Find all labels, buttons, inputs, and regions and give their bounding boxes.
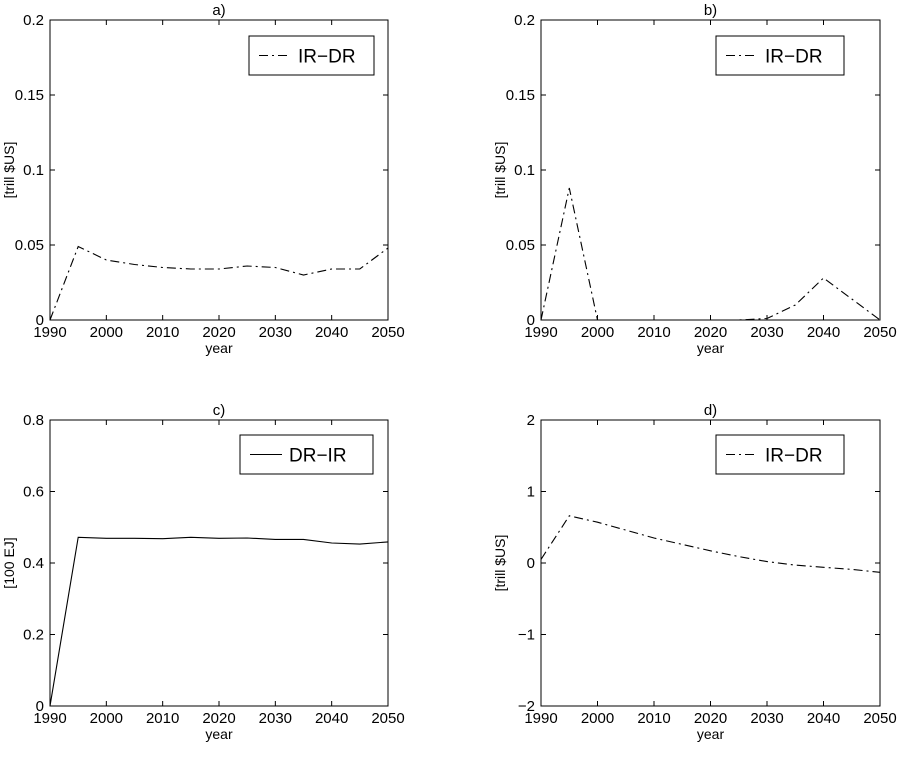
series-line bbox=[540, 187, 881, 321]
legend-label: IR−DR bbox=[765, 47, 823, 68]
x-tick-label: 2010 bbox=[637, 324, 670, 341]
x-tick-label: 2020 bbox=[694, 324, 727, 341]
y-axis-label: [trill $US] bbox=[1, 142, 17, 199]
series-line bbox=[49, 245, 389, 321]
y-tick-label: 0.05 bbox=[506, 237, 535, 254]
x-tick-label: 2030 bbox=[750, 324, 783, 341]
panel-title: d) bbox=[704, 402, 717, 419]
y-tick-label: 0 bbox=[36, 698, 44, 715]
legend-label: DR−IR bbox=[289, 446, 347, 467]
y-tick-label: 0.8 bbox=[23, 412, 44, 429]
y-tick-label: 0.05 bbox=[15, 237, 44, 254]
x-tick-label: 2000 bbox=[581, 324, 614, 341]
y-tick-label: 1 bbox=[527, 484, 535, 501]
x-tick-label: 2040 bbox=[315, 710, 348, 727]
x-tick-label: 2030 bbox=[259, 710, 292, 727]
panel-title: c) bbox=[213, 402, 226, 419]
y-tick-label: 0.6 bbox=[23, 484, 44, 501]
panel-a: 1990 2000 2010 2020 2030 2040 2050 0 0.05 0.1 0.15… bbox=[1, 2, 405, 356]
x-tick-label: 2050 bbox=[863, 324, 896, 341]
legend-box bbox=[715, 434, 845, 475]
x-tick-label: 2030 bbox=[750, 710, 783, 727]
series-line bbox=[540, 515, 881, 573]
y-tick-label: −2 bbox=[518, 698, 535, 715]
x-axis-label: year bbox=[205, 340, 233, 356]
y-tick-label: 0 bbox=[36, 312, 44, 329]
x-tick-label: 2020 bbox=[202, 710, 235, 727]
legend-label: IR−DR bbox=[298, 47, 356, 68]
y-tick-label: 0.1 bbox=[23, 162, 44, 179]
x-axis-label: year bbox=[697, 726, 725, 742]
y-tick-label: 0.2 bbox=[23, 627, 44, 644]
x-tick-label: 2040 bbox=[315, 324, 348, 341]
x-axis-label: year bbox=[697, 340, 725, 356]
y-tick-label: 0.1 bbox=[514, 162, 535, 179]
panel-c: 1990 2000 2010 2020 2030 2040 2050 0 0.2 0.4 0.6 0.… bbox=[1, 402, 405, 742]
panel-d: 1990 2000 2010 2020 2030 2040 2050 −2 −1 0 1 2 d) yea… bbox=[492, 402, 897, 742]
x-tick-label: 2040 bbox=[807, 324, 840, 341]
x-tick-label: 2050 bbox=[371, 324, 404, 341]
x-tick-label: 1990 bbox=[33, 324, 66, 341]
y-tick-label: 0.4 bbox=[23, 555, 44, 572]
panel-title: b) bbox=[704, 2, 717, 19]
y-tick-label: 0.15 bbox=[15, 87, 44, 104]
y-tick-label: 2 bbox=[527, 412, 535, 429]
y-tick-label: 0.2 bbox=[514, 12, 535, 29]
x-tick-label: 2020 bbox=[694, 710, 727, 727]
series-line bbox=[49, 536, 389, 707]
x-tick-label: 2050 bbox=[863, 710, 896, 727]
y-tick-label: 0 bbox=[527, 312, 535, 329]
y-axis-label: [100 EJ] bbox=[1, 537, 17, 588]
y-axis-label: [trill $US] bbox=[492, 535, 508, 592]
x-tick-label: 2030 bbox=[259, 324, 292, 341]
legend-box bbox=[715, 35, 845, 76]
x-tick-label: 1990 bbox=[33, 710, 66, 727]
x-axis-label: year bbox=[205, 726, 233, 742]
y-tick-label: 0 bbox=[527, 555, 535, 572]
legend-box bbox=[248, 35, 375, 76]
x-tick-label: 2050 bbox=[371, 710, 404, 727]
panel-b: 1990 2000 2010 2020 2030 2040 2050 0 0.05 0.1 0.15… bbox=[492, 2, 897, 356]
x-tick-label: 2040 bbox=[807, 710, 840, 727]
legend-label: IR−DR bbox=[765, 446, 823, 467]
x-tick-label: 1990 bbox=[524, 710, 557, 727]
y-tick-label: −1 bbox=[518, 627, 535, 644]
x-tick-label: 1990 bbox=[524, 324, 557, 341]
x-tick-label: 2010 bbox=[637, 710, 670, 727]
y-axis-label: [trill $US] bbox=[492, 142, 508, 199]
x-tick-label: 2020 bbox=[202, 324, 235, 341]
x-tick-label: 2010 bbox=[146, 324, 179, 341]
x-tick-label: 2000 bbox=[90, 324, 123, 341]
y-tick-label: 0.15 bbox=[506, 87, 535, 104]
y-tick-label: 0.2 bbox=[23, 12, 44, 29]
panel-title: a) bbox=[212, 2, 225, 19]
x-tick-label: 2000 bbox=[90, 710, 123, 727]
x-tick-label: 2000 bbox=[581, 710, 614, 727]
x-tick-label: 2010 bbox=[146, 710, 179, 727]
